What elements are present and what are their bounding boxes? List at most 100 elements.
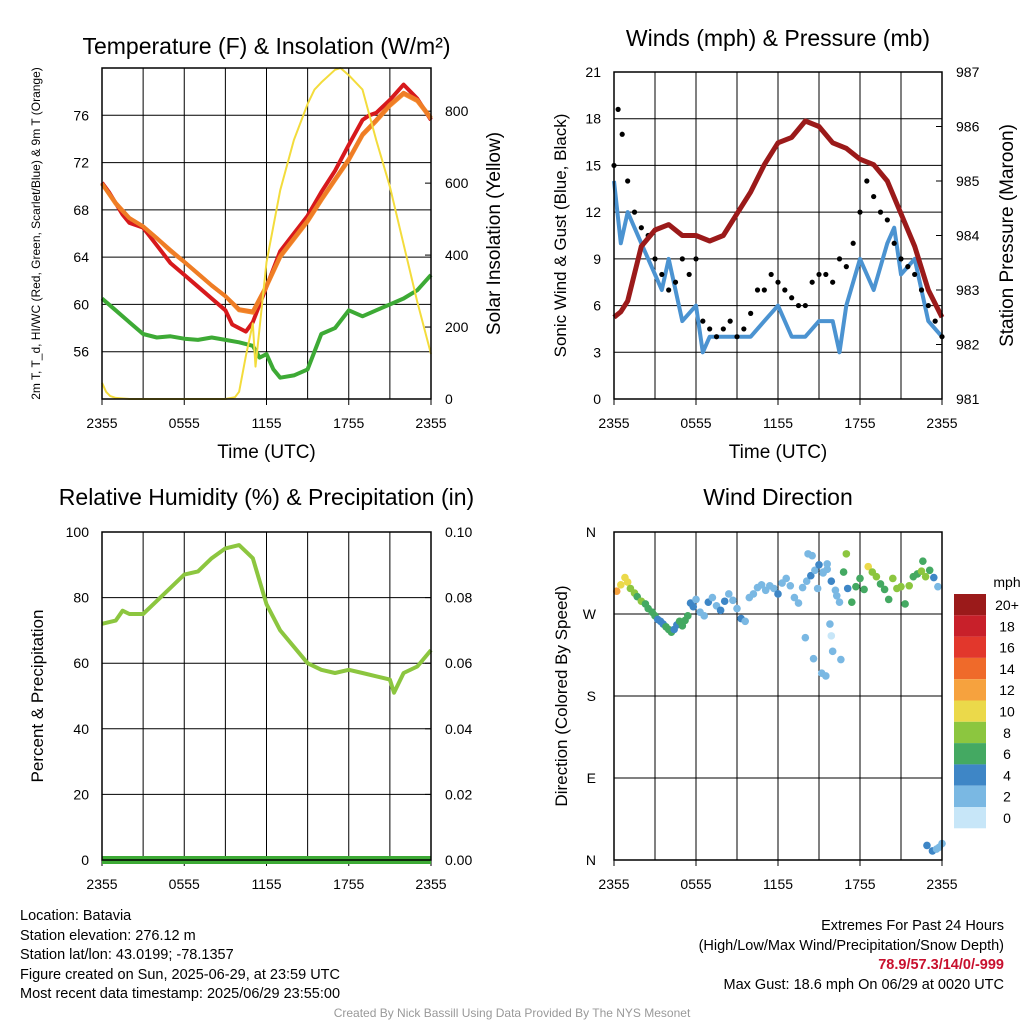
wind-direction-point: [689, 602, 698, 611]
wind-direction-point: [786, 581, 795, 590]
y-tick-label: 3: [593, 344, 601, 360]
wind-direction-point: [872, 572, 881, 581]
wind-direction-point: [822, 672, 830, 680]
gust-point: [877, 209, 884, 215]
wind-direction-point: [716, 606, 725, 615]
wind-direction-point: [720, 597, 729, 606]
gust-point: [932, 318, 938, 324]
gust-point: [918, 287, 925, 293]
y-tick-label: 40: [73, 721, 89, 737]
wind-direction-point: [835, 598, 844, 606]
wind-direction-point: [733, 604, 741, 613]
y-right-tick-label: 0.06: [445, 655, 472, 671]
legend-swatch: [954, 679, 986, 701]
wind-direction-point: [852, 582, 860, 591]
x-tick-label: 2355: [415, 876, 446, 892]
gust-point: [925, 302, 931, 309]
legend-title: mph: [993, 574, 1020, 590]
wind-direction-point: [692, 595, 700, 604]
wind-direction-point: [809, 654, 818, 663]
y-tick-label: 20: [73, 786, 89, 802]
gust-point: [666, 287, 672, 293]
chart-title: Wind Direction: [703, 484, 853, 510]
y-right-tick-label: 983: [956, 282, 980, 298]
wind-direction-point: [813, 584, 822, 593]
wind-direction-point: [848, 598, 856, 606]
sonic-wind-series: [612, 180, 944, 355]
gust-point: [672, 279, 679, 285]
x-tick-label: 0555: [169, 876, 200, 892]
y-axis-label-right: Station Pressure (Maroon): [997, 124, 1018, 347]
wind-direction-point: [925, 566, 934, 575]
wind-direction-point: [843, 584, 852, 593]
y-tick-label: W: [583, 606, 597, 622]
legend-swatch: [954, 785, 986, 807]
y-right-tick-label: 0.08: [445, 590, 472, 606]
wind-direction-point: [917, 567, 926, 575]
legend-swatch: [954, 657, 986, 680]
gust-point: [871, 193, 877, 200]
y-axis-label: 2m T, T_d, HI/WC (Red, Green, Scarlet/Bl…: [29, 67, 43, 400]
gust-point: [802, 302, 808, 309]
gust-point: [631, 209, 638, 215]
legend-label: 18: [999, 618, 1015, 634]
x-tick-label: 0555: [680, 876, 711, 892]
y-tick-label: 15: [585, 157, 601, 173]
y-right-tick-label: 985: [956, 173, 980, 189]
wind-direction-point: [794, 599, 803, 607]
y-tick-label: 6: [593, 298, 601, 314]
y-tick-label: 9: [593, 251, 601, 267]
wind-direction-point: [790, 593, 799, 602]
gust-point: [619, 131, 625, 137]
wind-direction-point: [828, 647, 837, 656]
legend-label: 14: [999, 661, 1015, 677]
x-tick-label: 2355: [598, 415, 629, 431]
recent-text: Most recent data timestamp: 2025/06/29 2…: [20, 986, 341, 1003]
y-right-tick-label: 982: [956, 337, 980, 353]
y-tick-label: 0: [593, 391, 601, 407]
y-tick-label: 0: [81, 852, 89, 868]
y-right-tick-label: 0.10: [445, 524, 472, 540]
wind-direction-point: [617, 581, 625, 589]
dewpoint-series: [100, 273, 433, 380]
wind-direction-point: [837, 655, 845, 664]
x-tick-label: 1155: [251, 876, 281, 892]
wind-direction-point: [930, 573, 938, 582]
x-tick-label: 2355: [415, 415, 446, 431]
x-tick-label: 1755: [844, 876, 875, 892]
gust-point: [789, 295, 795, 301]
wind-direction-point: [729, 596, 737, 605]
location-text: Location: Batavia: [20, 908, 132, 924]
gust-point: [734, 334, 740, 340]
heat-index-series: [100, 90, 433, 314]
elevation-text: Station elevation: 276.12 m: [20, 927, 196, 944]
wind-direction-point: [880, 585, 889, 594]
gust-point: [782, 287, 788, 293]
wind-direction-point: [897, 582, 905, 591]
wind-direction-point: [749, 590, 758, 598]
wind-direction-point: [708, 593, 717, 602]
gust-point: [754, 287, 761, 293]
wind-direction-point: [832, 591, 841, 600]
y-right-tick-label: 0.02: [445, 786, 472, 802]
plot-frame: [613, 71, 943, 400]
legend-swatch: [954, 721, 986, 744]
y-right-tick-label: 0.04: [445, 721, 472, 737]
y-right-tick-label: 0: [445, 391, 453, 407]
gust-point: [638, 225, 644, 231]
x-tick-label: 1755: [333, 876, 364, 892]
x-tick-label: 2355: [926, 415, 957, 431]
legend-swatch: [954, 594, 986, 616]
gust-point: [741, 326, 747, 332]
extremes-title: Extremes For Past 24 Hours: [821, 918, 1004, 934]
wind-direction-point: [684, 612, 692, 620]
legend-swatch: [954, 807, 986, 829]
x-axis-label: Time (UTC): [217, 442, 316, 463]
y-right-tick-label: 987: [956, 64, 980, 80]
wind-direction-point: [811, 566, 819, 575]
gust-point: [823, 271, 829, 278]
legend-swatch: [954, 636, 986, 658]
y-tick-label: 64: [73, 249, 89, 265]
x-tick-label: 2355: [86, 415, 117, 431]
gust-point: [809, 279, 815, 285]
